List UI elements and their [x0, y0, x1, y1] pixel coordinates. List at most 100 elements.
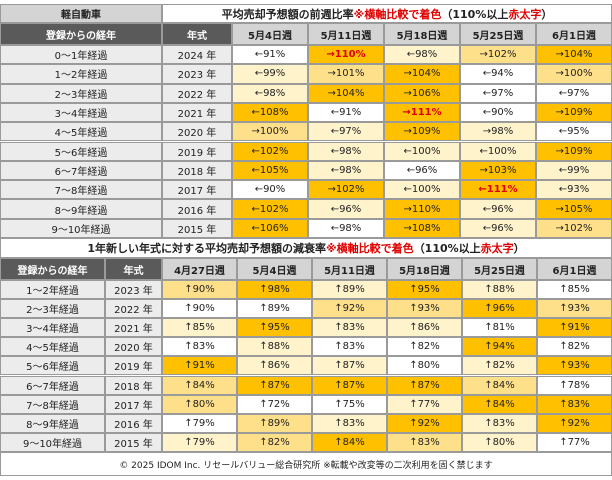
- year-label: 2018 年: [105, 375, 162, 395]
- value-cell: ↑84%: [312, 432, 387, 452]
- column-header: 6月1日週: [536, 23, 612, 45]
- value-cell: ↑81%: [462, 318, 537, 338]
- title-part: 1年新しい年式に対する平均売却予想額の減衰率: [87, 242, 326, 255]
- value-cell: ←98%: [308, 141, 384, 161]
- value-cell: ←97%: [308, 122, 384, 142]
- column-header: 年式: [105, 258, 162, 280]
- value-cell: ↑96%: [462, 299, 537, 319]
- year-label: 2017 年: [162, 180, 232, 200]
- value-cell: ←93%: [536, 180, 612, 200]
- age-label: 3〜4年経過: [0, 318, 105, 338]
- value-cell: ↑86%: [237, 356, 312, 376]
- value-cell: ↑92%: [537, 413, 612, 433]
- year-label: 2020 年: [162, 122, 232, 142]
- year-label: 2015 年: [162, 218, 232, 238]
- year-label: 2022 年: [162, 83, 232, 103]
- value-cell: ↑89%: [237, 299, 312, 319]
- column-header: 5月18日週: [384, 23, 460, 45]
- year-label: 2022 年: [105, 299, 162, 319]
- title-part: 赤太字: [508, 7, 542, 21]
- value-cell: →102%: [460, 45, 536, 65]
- column-header: 6月1日週: [537, 258, 612, 280]
- value-cell: ←100%: [460, 141, 536, 161]
- value-cell: ↑77%: [387, 394, 462, 414]
- value-cell: ↑85%: [537, 280, 612, 300]
- value-cell: ←90%: [232, 180, 308, 200]
- year-label: 2017 年: [105, 394, 162, 414]
- value-cell: ←91%: [232, 45, 308, 65]
- title-part: ※横軸比較で着色: [325, 242, 414, 255]
- year-label: 2023 年: [162, 64, 232, 84]
- column-header: 5月11日週: [312, 258, 387, 280]
- title-part: ）: [541, 7, 553, 21]
- age-label: 6〜7年経過: [0, 375, 105, 395]
- column-header: 4月27日週: [162, 258, 237, 280]
- value-cell: ↑83%: [387, 432, 462, 452]
- value-cell: ↑95%: [237, 318, 312, 338]
- age-label: 7〜8年経過: [0, 394, 105, 414]
- year-label: 2018 年: [162, 160, 232, 181]
- value-cell: →100%: [232, 122, 308, 142]
- age-label: 1〜2年経過: [0, 280, 105, 300]
- value-cell: ↑90%: [162, 280, 237, 300]
- column-header: 年式: [162, 23, 232, 45]
- title-part: 平均売却予想額の前週比率: [221, 7, 354, 21]
- value-cell: ↑80%: [462, 432, 537, 452]
- value-cell: ←100%: [384, 180, 460, 200]
- year-label: 2015 年: [105, 432, 162, 452]
- value-cell: ↑82%: [537, 337, 612, 357]
- value-cell: ↑95%: [387, 280, 462, 300]
- value-cell: ↑83%: [312, 318, 387, 338]
- value-cell: ↑83%: [312, 413, 387, 433]
- title-part: （110%以上: [441, 7, 509, 21]
- value-cell: ↑77%: [537, 432, 612, 452]
- value-cell: ←97%: [536, 83, 612, 103]
- value-cell: ←96%: [460, 218, 536, 238]
- column-header: 登録からの経年: [0, 23, 162, 45]
- value-cell: ←100%: [384, 141, 460, 161]
- value-cell: ↑83%: [312, 337, 387, 357]
- value-cell: ←90%: [460, 102, 536, 123]
- section-title: 1年新しい年式に対する平均売却予想額の減衰率 ※横軸比較で着色 （110%以上 赤…: [0, 238, 612, 258]
- value-cell: →98%: [460, 122, 536, 142]
- year-label: 2019 年: [105, 356, 162, 376]
- year-label: 2016 年: [105, 413, 162, 433]
- value-cell: ←111%: [460, 180, 536, 200]
- value-cell: ←102%: [232, 199, 308, 219]
- value-cell: →106%: [384, 83, 460, 103]
- column-header: 5月4日週: [232, 23, 308, 45]
- age-label: 2〜3年経過: [0, 299, 105, 319]
- value-cell: ←108%: [232, 102, 308, 123]
- value-cell: ←105%: [232, 160, 308, 181]
- value-cell: →101%: [308, 64, 384, 84]
- value-cell: ←98%: [232, 83, 308, 103]
- value-cell: ↑88%: [462, 280, 537, 300]
- year-label: 2016 年: [162, 199, 232, 219]
- value-cell: →100%: [536, 64, 612, 84]
- value-cell: ←106%: [232, 218, 308, 238]
- value-cell: ↑90%: [162, 299, 237, 319]
- section-title: 平均売却予想額の前週比率 ※横軸比較で着色 （110%以上 赤太字）: [162, 4, 612, 23]
- value-cell: →110%: [308, 45, 384, 65]
- value-cell: ↑75%: [312, 394, 387, 414]
- age-label: 1〜2年経過: [0, 64, 162, 84]
- value-cell: ←91%: [308, 102, 384, 123]
- column-header: 5月11日週: [308, 23, 384, 45]
- value-cell: →104%: [308, 83, 384, 103]
- value-cell: →109%: [536, 141, 612, 161]
- value-cell: ←95%: [536, 122, 612, 142]
- value-cell: ←99%: [536, 160, 612, 181]
- value-cell: ↑87%: [312, 375, 387, 395]
- value-cell: →108%: [384, 218, 460, 238]
- age-label: 7〜8年経過: [0, 180, 162, 200]
- value-cell: ↑84%: [462, 375, 537, 395]
- year-label: 2024 年: [162, 45, 232, 65]
- value-cell: ↑82%: [387, 337, 462, 357]
- value-cell: →110%: [384, 199, 460, 219]
- age-label: 8〜9年経過: [0, 199, 162, 219]
- title-part: ）: [513, 242, 525, 255]
- value-cell: ←96%: [384, 160, 460, 181]
- value-cell: ↑84%: [162, 375, 237, 395]
- value-cell: ←98%: [308, 218, 384, 238]
- year-label: 2020 年: [105, 337, 162, 357]
